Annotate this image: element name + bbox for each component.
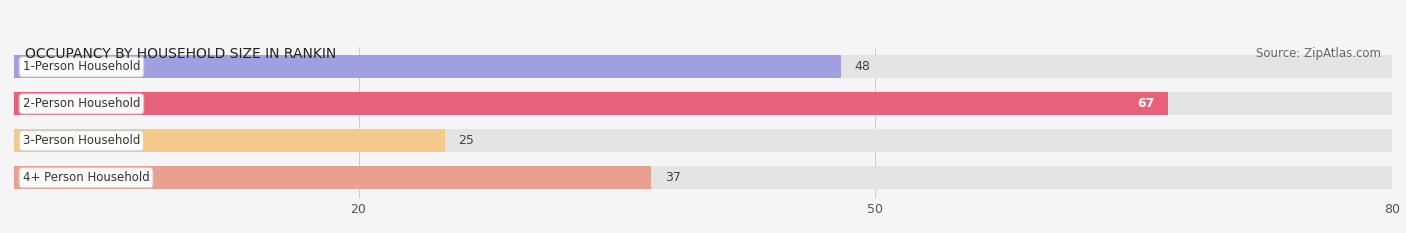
Bar bbox=[14, 55, 1392, 78]
Bar bbox=[14, 166, 651, 189]
Text: Source: ZipAtlas.com: Source: ZipAtlas.com bbox=[1256, 47, 1381, 60]
Text: 67: 67 bbox=[1137, 97, 1154, 110]
Text: 48: 48 bbox=[855, 60, 870, 73]
Text: OCCUPANCY BY HOUSEHOLD SIZE IN RANKIN: OCCUPANCY BY HOUSEHOLD SIZE IN RANKIN bbox=[25, 47, 336, 61]
Text: 4+ Person Household: 4+ Person Household bbox=[22, 171, 149, 184]
Text: 25: 25 bbox=[458, 134, 474, 147]
Bar bbox=[14, 129, 444, 152]
Bar bbox=[14, 93, 1392, 115]
Bar bbox=[14, 129, 1392, 152]
Text: 1-Person Household: 1-Person Household bbox=[22, 60, 141, 73]
Bar bbox=[14, 55, 841, 78]
Bar bbox=[14, 166, 1392, 189]
Text: 3-Person Household: 3-Person Household bbox=[22, 134, 141, 147]
Text: 37: 37 bbox=[665, 171, 681, 184]
Bar bbox=[14, 93, 1168, 115]
Text: 2-Person Household: 2-Person Household bbox=[22, 97, 141, 110]
